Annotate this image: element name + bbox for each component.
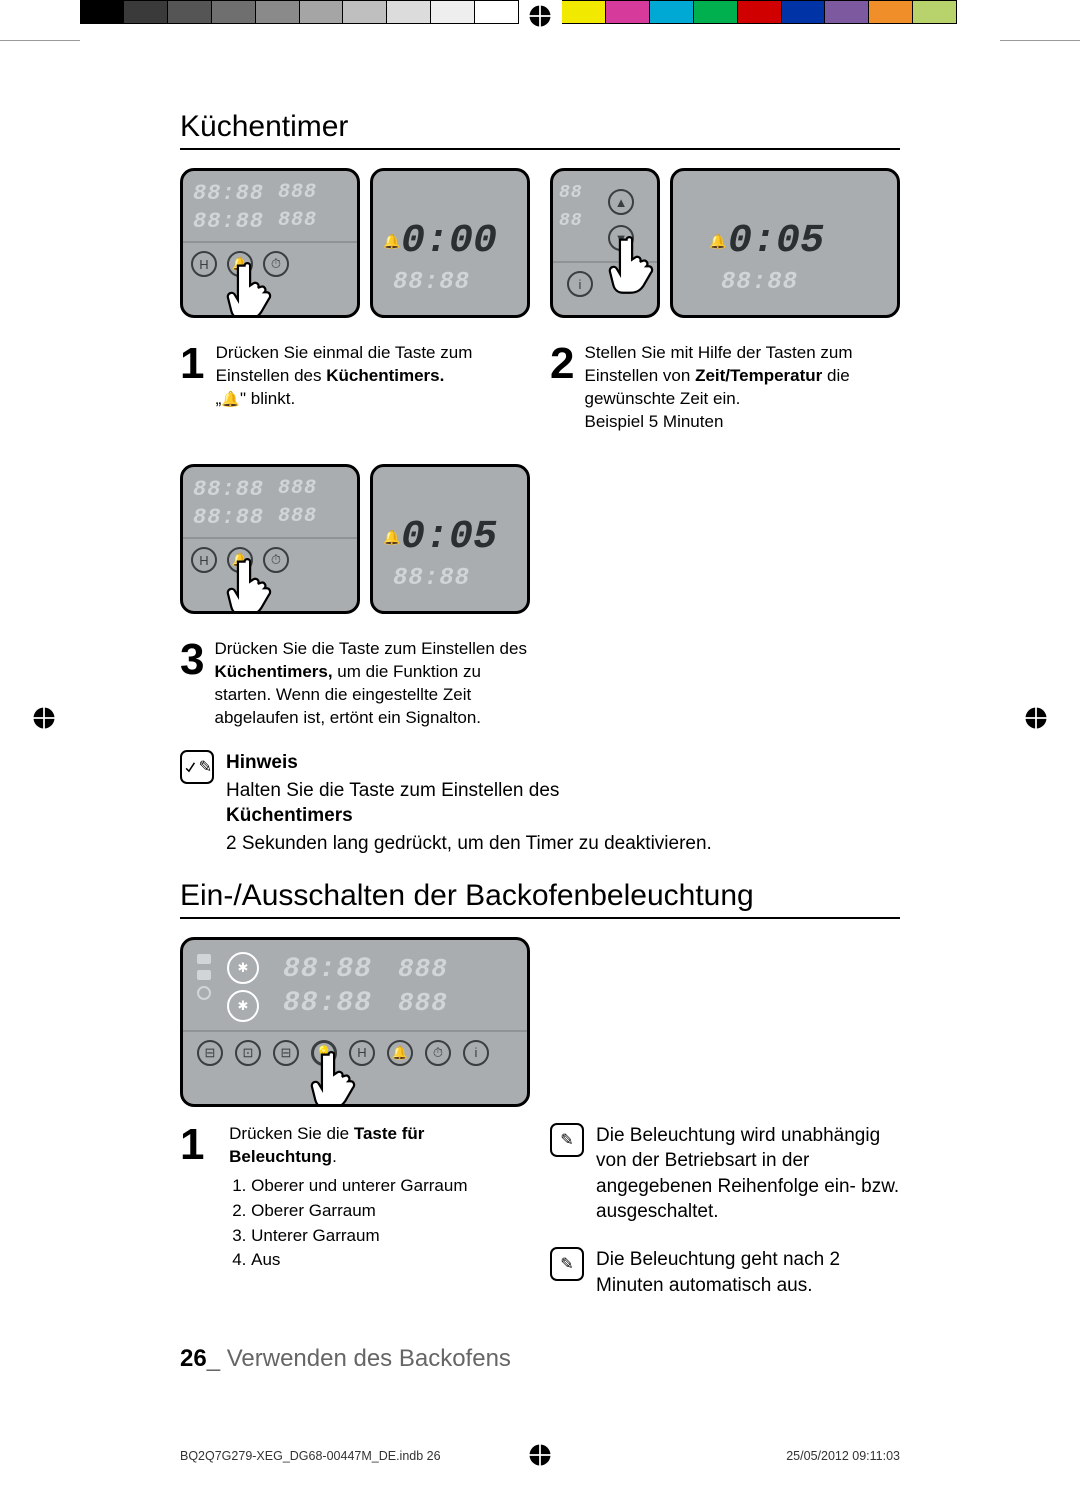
list-item: Unterer Garraum xyxy=(251,1224,530,1249)
hand-pointer-icon xyxy=(221,259,277,318)
button-icon: 🔔 xyxy=(387,1040,413,1066)
oven-panel-illustration: ✱ ✱ 88:88 888 88:88 888 ⊟ ⊡ ⊟ 💡 H 🔔 ⏱ i xyxy=(180,937,530,1107)
note-auto-off: ✎ Die Beleuchtung geht nach 2 Minuten au… xyxy=(550,1247,900,1298)
fan-icon: ✱ xyxy=(227,952,259,984)
hand-pointer-icon xyxy=(603,233,659,295)
display-illustration: 0:05 🔔 88:88 xyxy=(670,168,900,318)
doc-timestamp: 25/05/2012 09:11:03 xyxy=(786,1449,900,1463)
doc-path: BQ2Q7G279-XEG_DG68-00447M_DE.indb 26 xyxy=(180,1449,441,1463)
note-label: Hinweis xyxy=(226,750,712,776)
arrow-buttons-illustration: 88 88 ▲ ▼ i xyxy=(550,168,660,318)
section-heading-timer: Küchentimer xyxy=(180,110,900,150)
page-content: Küchentimer 88:88 888 88:88 888 H 🔔 ⏱ xyxy=(180,110,900,1330)
light-sequence-list: Oberer und unterer GarraumOberer Garraum… xyxy=(229,1174,530,1273)
list-item: Oberer und unterer Garraum xyxy=(251,1174,530,1199)
button-icon: ⊡ xyxy=(235,1040,261,1066)
trim-line xyxy=(0,40,80,41)
display-illustration: 0:00 🔔 88:88 xyxy=(370,168,530,318)
registration-mark xyxy=(526,1441,554,1469)
step-2: 2 Stellen Sie mit Hilfe der Tasten zum E… xyxy=(550,342,900,442)
hand-pointer-icon xyxy=(305,1048,361,1107)
note-hinweis: ✎ Hinweis Halten Sie die Taste zum Einst… xyxy=(180,750,900,857)
registration-mark xyxy=(526,2,554,30)
step-3: 3 Drücken Sie die Taste zum Einstellen d… xyxy=(180,638,530,738)
registration-mark xyxy=(1022,704,1050,732)
step-number: 3 xyxy=(180,638,204,738)
control-panel-illustration: 88:88 888 88:88 888 H 🔔 ⏱ xyxy=(180,464,360,614)
light-step-1: 1 Drücken Sie die Taste für Beleuchtung.… xyxy=(180,1123,530,1321)
section-heading-light: Ein-/Ausschalten der Backofenbeleuchtung xyxy=(180,879,900,919)
step-number: 2 xyxy=(550,342,574,442)
button-icon: H xyxy=(191,547,217,573)
note-icon: ✎ xyxy=(550,1247,584,1281)
page-number: 26 xyxy=(180,1345,207,1372)
step-number: 1 xyxy=(180,342,206,442)
display-illustration: 0:05 🔔 88:88 xyxy=(370,464,530,614)
note-icon: ✎ xyxy=(180,750,214,784)
button-icon: i xyxy=(567,271,593,297)
button-icon: ⏱ xyxy=(425,1040,451,1066)
registration-mark xyxy=(30,704,58,732)
blink-note: „🔔" blinkt. xyxy=(216,389,296,408)
note-icon: ✎ xyxy=(550,1123,584,1157)
step-number: 1 xyxy=(180,1123,219,1321)
list-item: Oberer Garraum xyxy=(251,1199,530,1224)
button-icon: ⊟ xyxy=(273,1040,299,1066)
page-footer: 26_ Verwenden des Backofens xyxy=(180,1345,511,1373)
control-panel-illustration: 88:88 888 88:88 888 H 🔔 ⏱ xyxy=(180,168,360,318)
step-1: 1 Drücken Sie einmal die Taste zum Einst… xyxy=(180,342,530,442)
note-sequence: ✎ Die Beleuchtung wird unabhängig von de… xyxy=(550,1123,900,1226)
hand-pointer-icon xyxy=(221,555,277,614)
button-icon: i xyxy=(463,1040,489,1066)
button-icon: H xyxy=(191,251,217,277)
up-button-icon: ▲ xyxy=(608,189,634,215)
list-item: Aus xyxy=(251,1248,530,1273)
fan-icon: ✱ xyxy=(227,990,259,1022)
button-icon: ⊟ xyxy=(197,1040,223,1066)
trim-line xyxy=(1000,40,1080,41)
